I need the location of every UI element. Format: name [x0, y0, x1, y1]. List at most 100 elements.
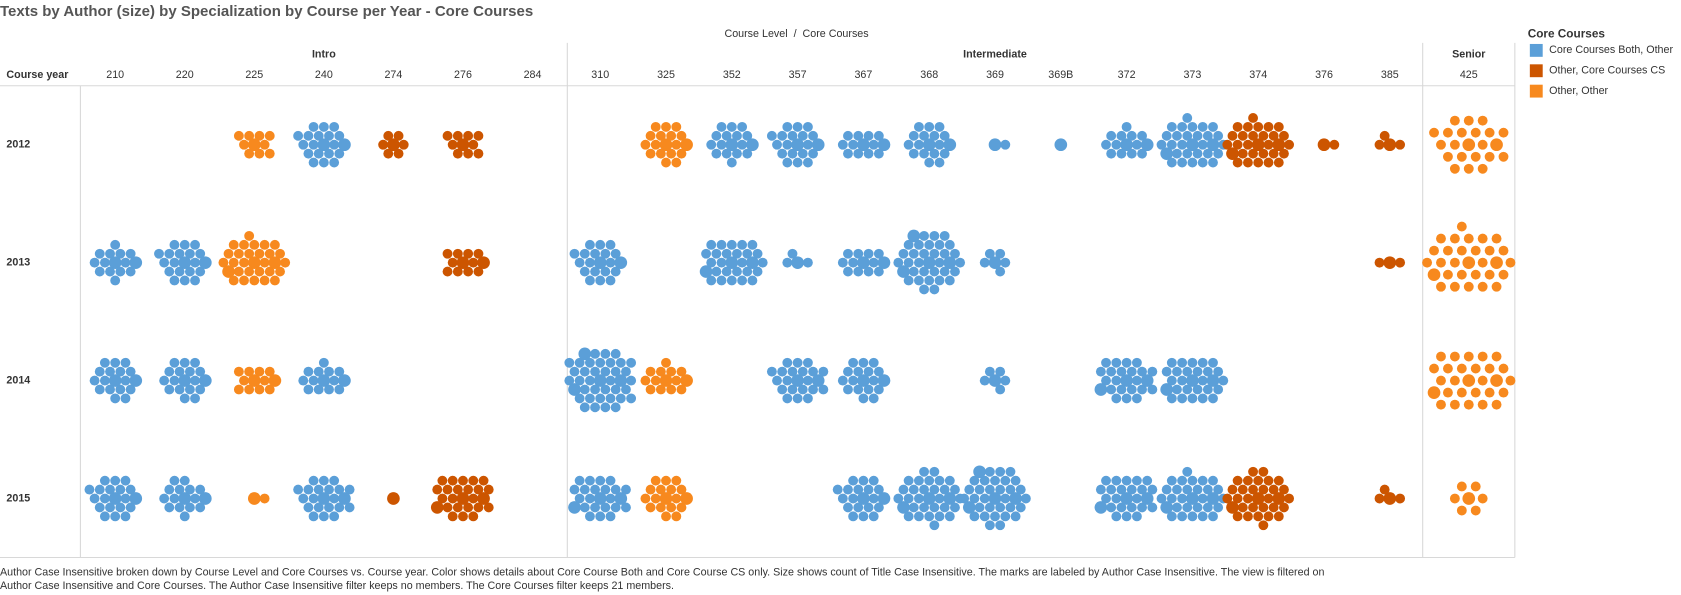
- author-bubble: [452, 502, 463, 513]
- author-bubble: [934, 157, 945, 168]
- author-bubble: [711, 148, 722, 159]
- author-bubble: [655, 502, 666, 513]
- author-bubble: [1202, 130, 1213, 141]
- author-bubble: [1197, 157, 1208, 168]
- author-bubble: [1456, 505, 1467, 516]
- author-bubble: [1251, 492, 1265, 505]
- author-bubble: [437, 493, 448, 504]
- author-bubble: [393, 148, 404, 159]
- author-bubble: [791, 256, 804, 269]
- author-bubble: [1470, 505, 1481, 516]
- author-bubble: [858, 511, 869, 522]
- course-label: 276: [454, 69, 472, 81]
- course-label: 310: [591, 69, 609, 81]
- author-bubble: [605, 511, 616, 522]
- author-bubble: [1470, 363, 1481, 374]
- course-label: 225: [245, 69, 263, 81]
- author-bubble: [1505, 257, 1516, 268]
- author-bubble: [244, 384, 255, 395]
- author-bubble: [1177, 511, 1188, 522]
- author-bubble: [1177, 357, 1188, 368]
- author-bubble: [732, 130, 742, 141]
- author-bubble: [1477, 139, 1488, 150]
- author-bubble: [913, 139, 924, 150]
- author-bubble: [1248, 502, 1258, 513]
- author-bubble: [1436, 139, 1446, 150]
- author-bubble: [483, 502, 494, 513]
- author-bubble: [995, 384, 1006, 395]
- author-bubble: [929, 284, 940, 295]
- author-bubble: [737, 139, 748, 150]
- author-bubble: [610, 348, 621, 359]
- author-bubble: [268, 374, 282, 387]
- author-bubble: [868, 393, 879, 404]
- author-bubble: [1208, 475, 1218, 486]
- author-bubble: [1268, 502, 1279, 513]
- author-bubble: [1222, 493, 1233, 504]
- author-bubble: [979, 375, 990, 386]
- course-label: 376: [1315, 69, 1333, 81]
- author-bubble: [195, 502, 206, 513]
- author-bubble: [716, 257, 727, 268]
- author-bubble: [721, 266, 732, 277]
- author-bubble: [1227, 130, 1238, 141]
- author-bubble: [787, 366, 798, 377]
- author-bubble: [584, 393, 595, 404]
- author-bubble: [650, 493, 661, 504]
- author-bubble: [324, 384, 334, 395]
- author-bubble: [1208, 157, 1218, 168]
- author-bubble: [726, 239, 737, 250]
- author-bubble: [863, 148, 874, 159]
- author-bubble: [924, 275, 935, 286]
- author-bubble: [726, 157, 737, 168]
- author-bubble: [334, 384, 345, 395]
- author-bubble: [1106, 484, 1117, 495]
- author-bubble: [857, 138, 870, 152]
- author-bubble: [1177, 393, 1188, 404]
- author-bubble: [863, 502, 874, 513]
- author-bubble: [1182, 130, 1193, 141]
- author-bubble: [164, 266, 175, 277]
- author-bubble: [1491, 399, 1502, 410]
- author-bubble: [1449, 281, 1460, 292]
- author-bubble: [897, 265, 910, 278]
- author-bubble: [1242, 511, 1253, 522]
- author-bubble: [1213, 484, 1224, 495]
- author-bubble: [659, 138, 673, 152]
- author-bubble: [1005, 484, 1016, 495]
- author-bubble: [1258, 484, 1269, 495]
- author-bubble: [1456, 151, 1467, 162]
- author-bubble: [1477, 399, 1488, 410]
- course-label: 369B: [1048, 69, 1073, 81]
- author-bubble: [125, 266, 136, 277]
- author-bubble: [1383, 492, 1397, 505]
- author-bubble: [1197, 121, 1208, 132]
- author-bubble: [115, 248, 126, 259]
- author-bubble: [929, 148, 940, 159]
- author-bubble: [430, 501, 444, 514]
- author-bubble: [584, 275, 595, 286]
- author-bubble: [671, 121, 682, 132]
- author-bubble: [1197, 139, 1208, 150]
- author-bubble: [275, 248, 285, 259]
- author-bubble: [600, 266, 611, 277]
- author-bubble: [1477, 281, 1488, 292]
- author-bubble: [726, 121, 737, 132]
- author-bubble: [1449, 399, 1460, 410]
- author-bubble: [1242, 475, 1253, 486]
- author-bubble: [782, 121, 793, 132]
- author-bubble: [995, 248, 1006, 259]
- author-bubble: [584, 239, 595, 250]
- author-bubble: [247, 374, 261, 387]
- author-bubble: [1449, 375, 1460, 386]
- author-bubble: [1258, 466, 1269, 477]
- author-bubble: [115, 502, 126, 513]
- author-bubble: [1237, 130, 1248, 141]
- author-bubble: [988, 138, 1002, 152]
- author-bubble: [1192, 484, 1203, 495]
- author-bubble: [1101, 139, 1111, 150]
- author-bubble: [579, 248, 590, 259]
- author-bubble: [659, 374, 673, 387]
- author-bubble: [164, 484, 175, 495]
- author-bubble: [666, 484, 677, 495]
